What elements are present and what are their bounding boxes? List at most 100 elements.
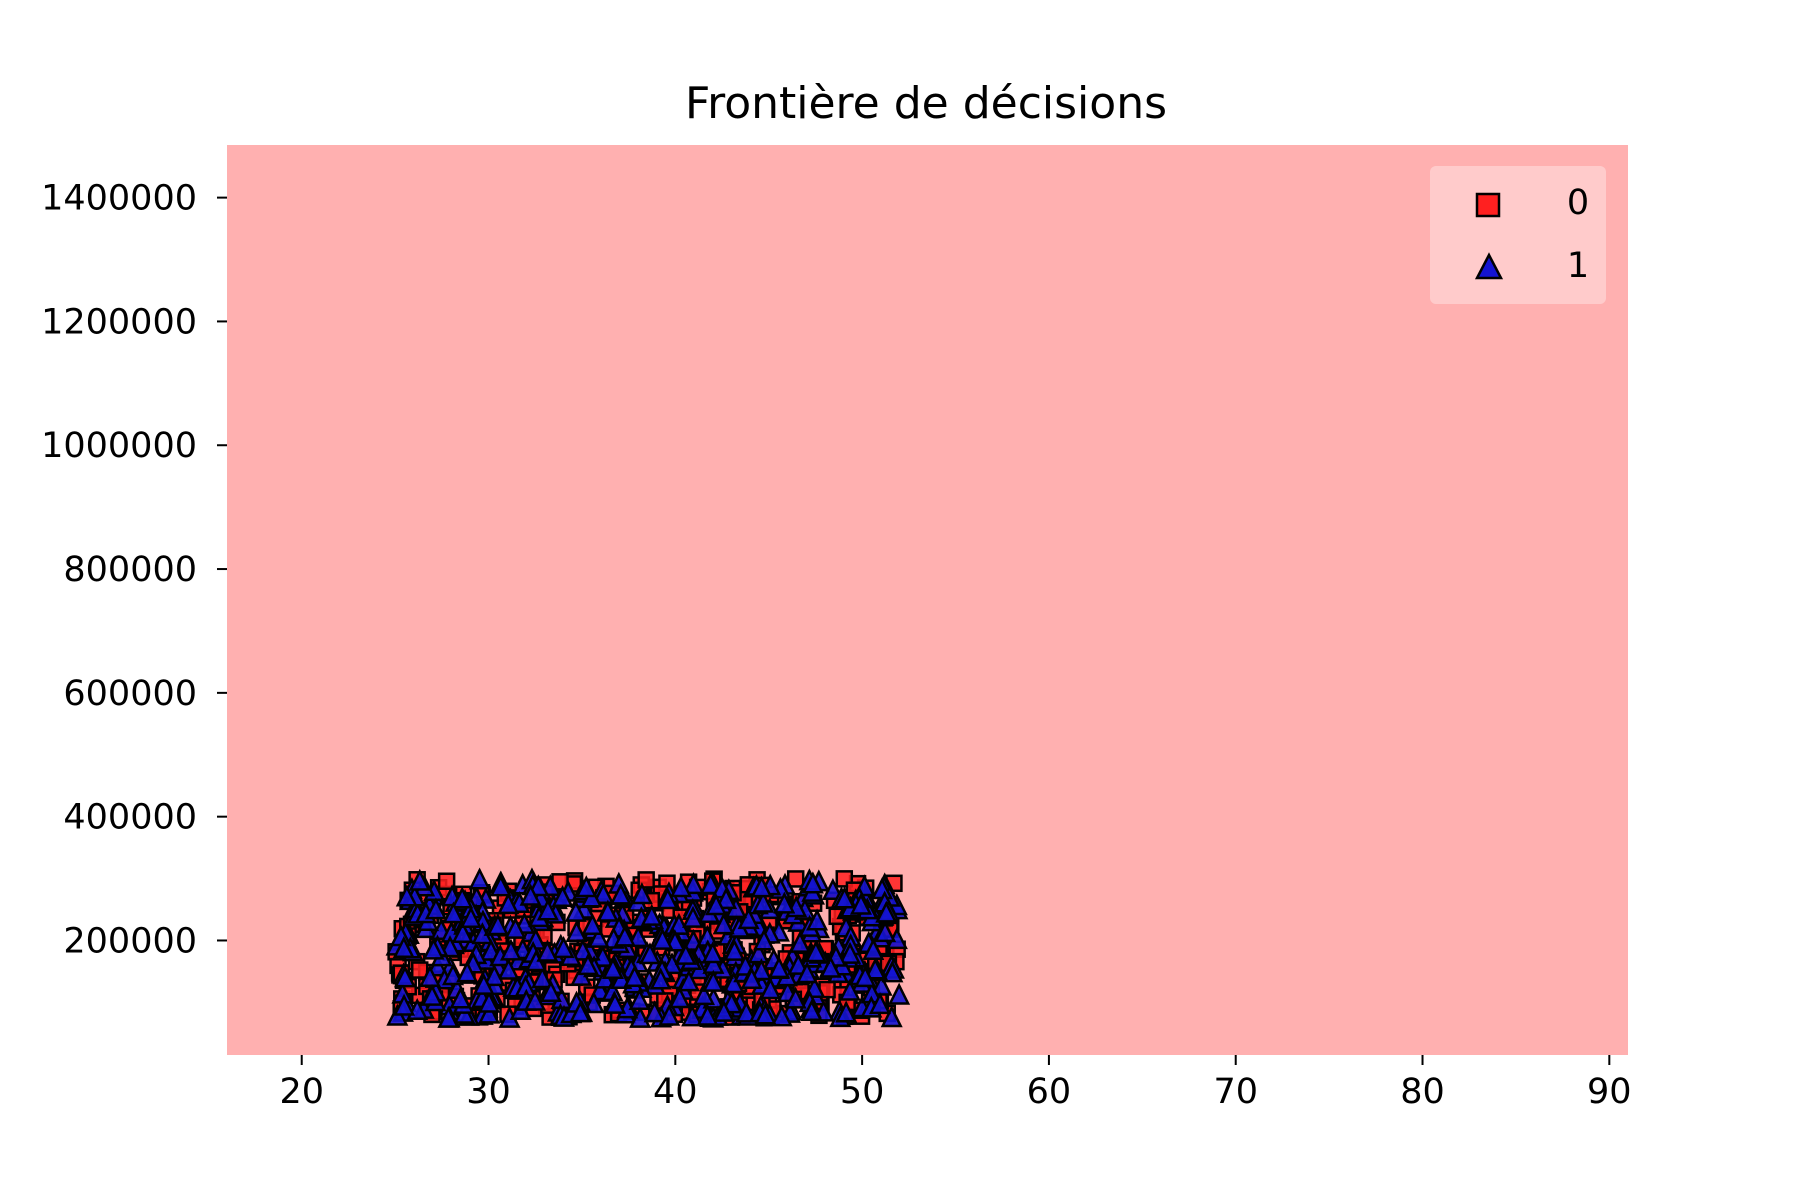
class-1-point — [504, 916, 527, 939]
class-1-point — [421, 983, 444, 1006]
x-tick-label: 30 — [466, 1072, 511, 1112]
y-tick-label: 1200000 — [41, 302, 197, 342]
class-1-point — [393, 993, 416, 1016]
class-1-point — [740, 966, 763, 989]
class-1-point — [596, 899, 619, 922]
class-1-point — [424, 897, 447, 920]
legend: 01 — [1430, 166, 1606, 304]
class-1-point — [784, 986, 807, 1009]
class-1-point — [451, 886, 474, 909]
class-1-point — [699, 872, 722, 895]
x-tick-label: 40 — [653, 1072, 698, 1112]
class-1-point — [705, 893, 728, 916]
class-1-point — [531, 966, 554, 989]
y-tick-label: 1000000 — [41, 426, 197, 466]
class-1-point — [682, 872, 705, 895]
class-1-point — [576, 953, 600, 976]
class-1-point — [701, 941, 724, 964]
class-1-point — [486, 913, 509, 936]
y-tick-label: 800000 — [63, 550, 197, 590]
class-1-point — [702, 969, 725, 992]
class-1-point — [472, 972, 495, 995]
class-1-point — [750, 958, 773, 981]
class-1-point — [759, 977, 782, 1000]
class-1-point — [456, 960, 479, 983]
class-1-point — [715, 887, 738, 910]
class-1-point — [422, 937, 445, 960]
class-1-point — [773, 891, 796, 914]
class-1-point — [451, 920, 474, 944]
class-1-point — [392, 935, 415, 959]
class-1-point — [524, 988, 547, 1011]
class-1-point — [565, 919, 588, 942]
class-1-point — [552, 936, 575, 959]
class-1-point — [804, 940, 827, 963]
class-1-point — [640, 903, 663, 926]
class-1-point — [722, 971, 745, 994]
class-1-point — [838, 978, 861, 1001]
class-1-point — [681, 1004, 704, 1027]
class-1-point — [449, 986, 472, 1009]
class-1-point — [536, 939, 559, 962]
class-1-point — [767, 956, 791, 979]
x-tick-label: 70 — [1213, 1072, 1258, 1112]
class-1-point — [833, 886, 856, 909]
class-1-point — [668, 986, 691, 1009]
class-1-point — [696, 1003, 719, 1026]
class-1-point — [656, 887, 679, 910]
class-1-point — [737, 907, 760, 930]
class-1-point — [638, 942, 662, 965]
class-1-point — [667, 912, 690, 935]
class-1-point — [581, 912, 604, 936]
class-1-point — [881, 960, 904, 983]
class-1-point — [628, 987, 651, 1011]
class-1-point — [880, 1005, 903, 1028]
class-1-point — [468, 867, 491, 890]
class-1-point — [497, 957, 520, 980]
class-1-point — [681, 905, 705, 928]
legend-triangle-marker — [1474, 252, 1504, 280]
class-1-point — [796, 961, 819, 984]
class-1-point — [643, 1000, 666, 1023]
class-1-point — [839, 941, 862, 964]
class-1-point — [437, 1005, 460, 1028]
class-0-point — [437, 872, 456, 891]
class-1-point — [670, 875, 693, 898]
class-1-point — [835, 1000, 858, 1023]
class-1-point — [418, 964, 441, 987]
class-1-point — [649, 967, 672, 990]
chart-title: Frontière de décisions — [685, 78, 1167, 129]
class-1-point — [677, 969, 700, 992]
class-1-point — [441, 963, 465, 986]
class-1-point — [395, 884, 418, 907]
class-1-point — [692, 983, 716, 1006]
legend-label-1: 1 — [1567, 246, 1589, 286]
class-1-point — [712, 912, 735, 935]
class-1-point — [801, 871, 824, 894]
class-1-point — [819, 955, 842, 978]
class-1-point — [499, 938, 522, 961]
class-0-point — [410, 961, 429, 979]
class-1-point — [564, 899, 587, 922]
class-1-point — [788, 930, 811, 953]
class-1-point — [849, 892, 873, 915]
x-tick-label: 60 — [1027, 1072, 1072, 1112]
class-1-point — [787, 952, 810, 975]
class-1-point — [623, 964, 646, 987]
class-1-point — [588, 978, 612, 1001]
class-1-point — [393, 965, 417, 988]
y-tick-label: 400000 — [63, 798, 197, 838]
class-1-point — [630, 882, 653, 905]
class-1-point — [868, 992, 892, 1015]
class-1-point — [674, 942, 697, 965]
legend-box — [1430, 166, 1606, 304]
x-tick-label: 20 — [279, 1072, 324, 1112]
class-1-point — [592, 882, 615, 905]
class-0-point — [786, 870, 805, 888]
class-1-point — [870, 973, 893, 996]
class-1-point — [862, 937, 885, 960]
class-1-point — [627, 925, 650, 948]
class-1-point — [723, 938, 746, 961]
class-1-point — [609, 882, 632, 905]
